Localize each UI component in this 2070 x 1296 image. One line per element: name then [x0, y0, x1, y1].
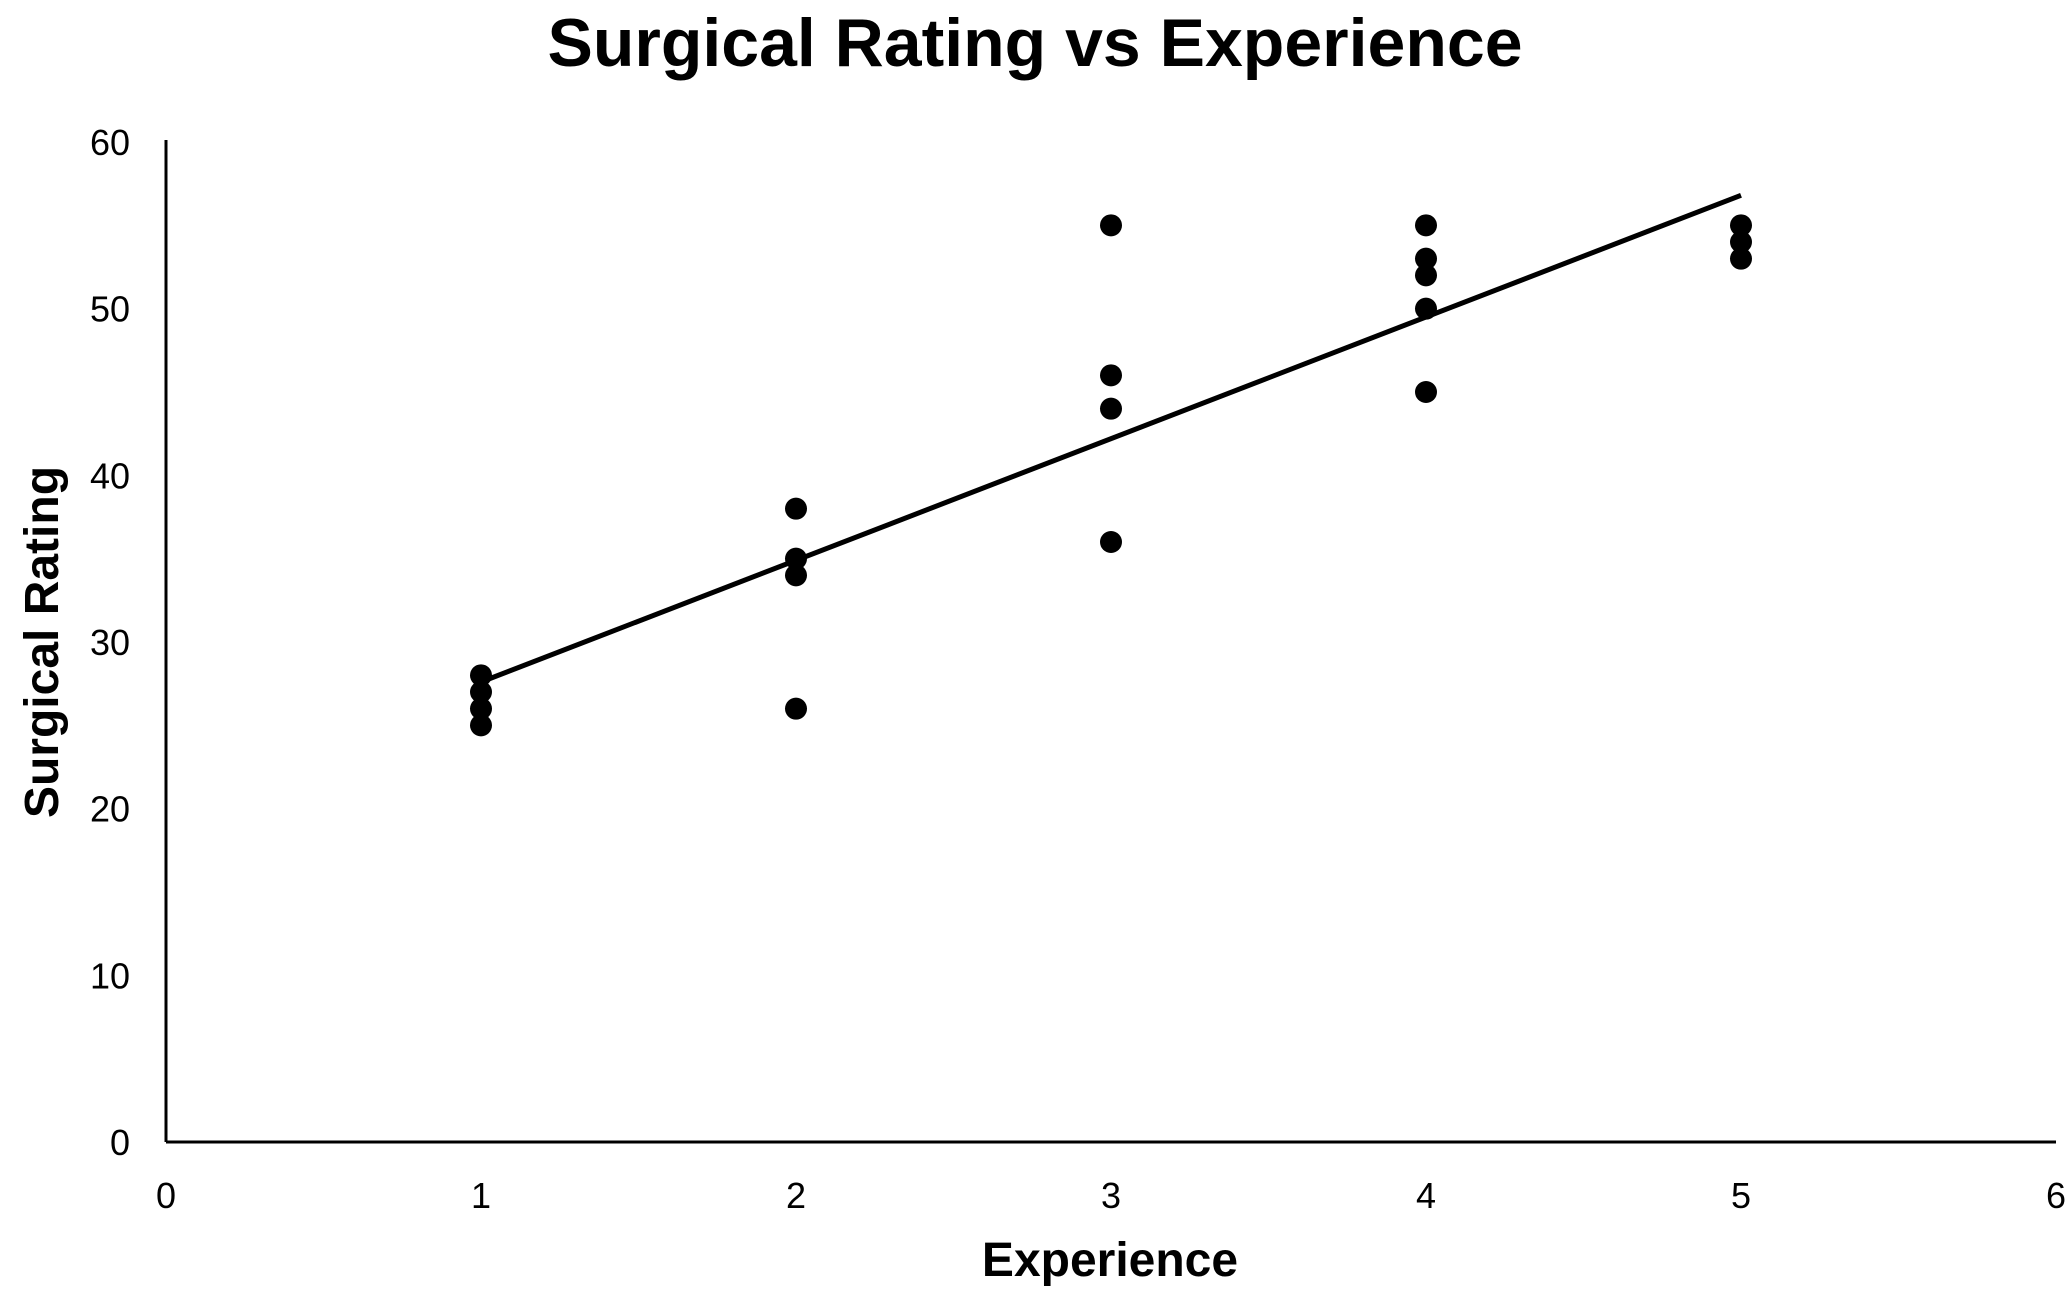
- data-point: [785, 564, 807, 587]
- x-tick-label: 1: [471, 1175, 491, 1216]
- y-tick-label: 10: [90, 955, 130, 996]
- data-point: [1730, 247, 1752, 270]
- x-tick-label: 0: [156, 1175, 176, 1216]
- data-point: [785, 697, 807, 720]
- data-point: [1415, 264, 1437, 287]
- y-tick-label: 20: [90, 789, 130, 830]
- x-axis-label: Experience: [982, 1234, 1238, 1287]
- chart-title: Surgical Rating vs Experience: [547, 5, 1522, 81]
- data-point: [1415, 297, 1437, 320]
- y-tick-labels: 0 10 20 30 40 50 60: [90, 122, 130, 1163]
- y-tick-label: 60: [90, 122, 130, 163]
- trendline: [480, 193, 1742, 685]
- x-tick-labels: 0 1 2 3 4 5 6: [156, 1175, 2066, 1216]
- data-point: [1415, 381, 1437, 403]
- trendline-layer: [480, 193, 1742, 685]
- data-point: [1415, 214, 1437, 237]
- data-points-layer: [470, 214, 1752, 737]
- data-point: [470, 714, 492, 737]
- y-axis-label: Surgical Rating: [16, 466, 69, 818]
- data-point: [1100, 397, 1122, 420]
- data-point: [470, 681, 492, 703]
- y-tick-label: 30: [90, 622, 130, 663]
- data-point: [785, 547, 807, 570]
- data-point: [1415, 247, 1437, 270]
- data-point: [1730, 231, 1752, 253]
- y-tick-label: 40: [90, 455, 130, 496]
- data-point: [785, 497, 807, 520]
- x-tick-label: 2: [786, 1175, 806, 1216]
- y-axis-label-group: Surgical Rating: [16, 466, 69, 818]
- data-point: [1100, 531, 1122, 553]
- data-point: [1730, 214, 1752, 237]
- data-point: [470, 664, 492, 687]
- data-point: [1100, 364, 1122, 387]
- data-point: [470, 697, 492, 720]
- y-tick-label: 50: [90, 289, 130, 330]
- data-point: [1100, 214, 1122, 237]
- x-tick-label: 6: [2046, 1175, 2066, 1216]
- x-tick-label: 3: [1101, 1175, 1121, 1216]
- x-tick-label: 5: [1731, 1175, 1751, 1216]
- y-tick-label: 0: [110, 1122, 130, 1163]
- x-tick-label: 4: [1416, 1175, 1436, 1216]
